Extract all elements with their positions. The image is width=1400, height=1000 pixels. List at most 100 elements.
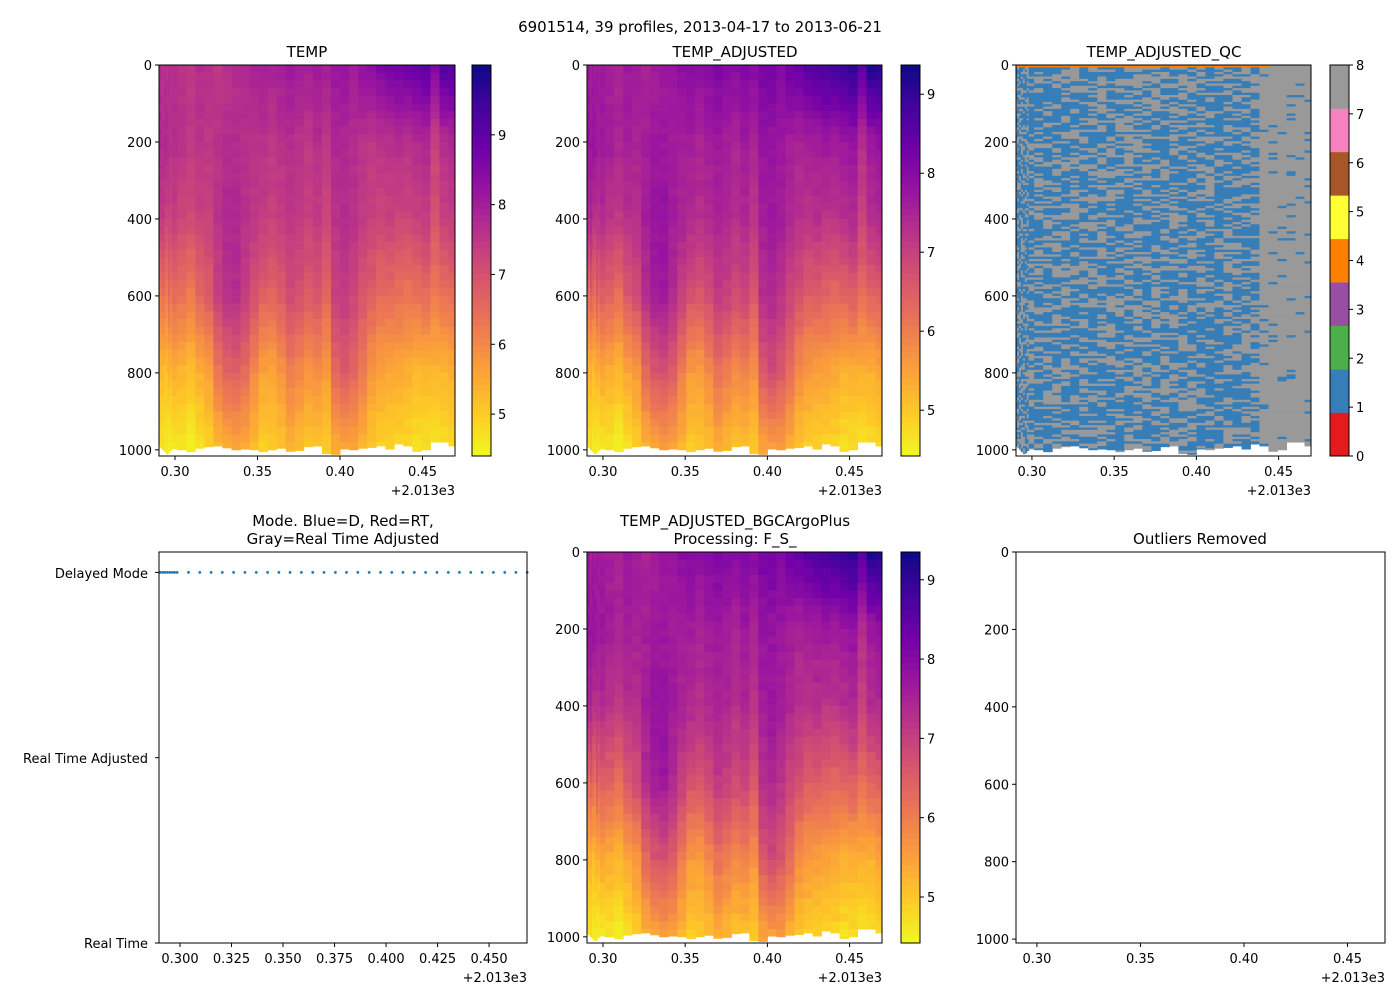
heatmap-cell (349, 111, 359, 120)
heatmap-cell (1019, 319, 1022, 322)
heatmap-cell (213, 326, 223, 335)
heatmap-cell (285, 442, 296, 451)
heatmap-cell (839, 403, 849, 412)
heatmap-cell (177, 326, 187, 335)
heatmap-cell (650, 442, 660, 449)
heatmap-cell (593, 449, 597, 455)
heatmap-cell (776, 118, 786, 127)
colorbar-segment (472, 351, 491, 359)
heatmap-cell (1019, 97, 1022, 101)
heatmap-cell (1020, 305, 1024, 308)
heatmap-cell (186, 372, 196, 381)
heatmap-cell (776, 365, 786, 374)
heatmap-cell (1024, 148, 1028, 151)
heatmap-cell (812, 342, 822, 351)
heatmap-cell (599, 218, 606, 228)
heatmap-cell (195, 211, 205, 220)
heatmap-cell (439, 111, 449, 120)
heatmap-cell (285, 195, 296, 204)
heatmap-cell (213, 203, 223, 212)
heatmap-cell (803, 295, 813, 305)
heatmap-cell (591, 349, 595, 358)
colorbar-segment (472, 306, 491, 314)
heatmap-cell (204, 265, 214, 274)
heatmap-cell (162, 349, 165, 358)
heatmap-cell (803, 226, 813, 235)
heatmap-cell (731, 395, 741, 405)
heatmap-cell (240, 411, 251, 420)
heatmap-cell (258, 103, 269, 112)
heatmap-cell (659, 157, 669, 166)
heatmap-cell (614, 226, 624, 235)
heatmap-cell (294, 365, 305, 374)
heatmap-cell (1019, 312, 1022, 315)
heatmap-cell (722, 388, 732, 397)
heatmap-cell (177, 72, 187, 81)
colorbar-segment (901, 188, 920, 196)
heatmap-cell (340, 195, 350, 204)
heatmap-cell (593, 357, 597, 366)
heatmap-cell (731, 257, 741, 266)
heatmap-cell (740, 311, 750, 320)
heatmap-cell (1016, 65, 1018, 68)
heatmap-cell (722, 242, 732, 251)
heatmap-cell (177, 203, 187, 212)
heatmap-cell (590, 342, 593, 351)
heatmap-cell (1022, 159, 1026, 163)
heatmap-cell (812, 226, 822, 235)
heatmap-cell (430, 172, 440, 181)
heatmap-cell (376, 65, 386, 74)
heatmap-cell (803, 272, 813, 281)
heatmap-cell (686, 426, 696, 435)
heatmap-cell (614, 265, 624, 274)
heatmap-cell (686, 319, 696, 328)
heatmap-cell (1022, 104, 1026, 107)
heatmap-cell (740, 434, 750, 443)
heatmap-cell (312, 180, 323, 189)
heatmap-cell (659, 349, 669, 358)
heatmap-cell (169, 149, 173, 158)
heatmap-cell (412, 342, 422, 351)
colorbar-segment (901, 214, 920, 222)
heatmap-cell (830, 403, 840, 412)
panel-title-temp-adjusted: TEMP_ADJUSTED (671, 43, 797, 62)
heatmap-cell (812, 111, 822, 120)
heatmap-cell (358, 334, 368, 343)
heatmap-cell (1022, 217, 1026, 221)
heatmap-cell (595, 357, 599, 366)
heatmap-cell (267, 134, 278, 143)
heatmap-cell (641, 188, 651, 197)
heatmap-cell (204, 280, 214, 289)
heatmap-cell (267, 395, 278, 405)
heatmap-cell (605, 111, 615, 120)
heatmap-cell (758, 211, 768, 220)
heatmap-cell (403, 365, 413, 374)
heatmap-cell (590, 403, 593, 412)
heatmap-cell (412, 334, 422, 343)
heatmap-cell (1022, 215, 1026, 218)
heatmap-cell (650, 95, 660, 104)
heatmap-cell (249, 195, 260, 204)
heatmap-cell (267, 380, 278, 389)
heatmap-cell (749, 157, 759, 166)
heatmap-cell (830, 311, 840, 320)
heatmap-cell (394, 434, 404, 443)
heatmap-cell (312, 203, 323, 212)
heatmap-cell (857, 157, 867, 166)
heatmap-cell (597, 288, 601, 297)
heatmap-cell (249, 319, 260, 328)
heatmap-cell (430, 357, 440, 366)
heatmap-cell (1020, 355, 1024, 359)
heatmap-cell (749, 134, 759, 143)
heatmap-cell (641, 172, 651, 181)
heatmap-cell (349, 303, 359, 312)
heatmap-cell (394, 72, 404, 81)
heatmap-cell (167, 365, 171, 374)
heatmap-cell (412, 365, 422, 374)
heatmap-cell (385, 195, 395, 204)
heatmap-cell (1017, 335, 1020, 338)
heatmap-cell (794, 172, 804, 181)
heatmap-cell (331, 395, 341, 405)
heatmap-cell (597, 88, 601, 97)
heatmap-cell (740, 211, 750, 220)
